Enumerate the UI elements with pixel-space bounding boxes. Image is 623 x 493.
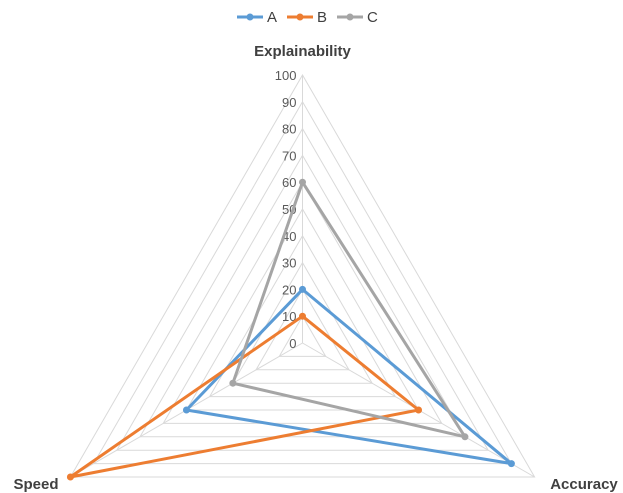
grid-ring	[115, 127, 490, 451]
series-point-A	[299, 285, 306, 293]
grid-ring	[69, 73, 536, 478]
tick-label: 30	[282, 256, 296, 271]
series-point-C	[229, 379, 237, 387]
tick-label: 20	[282, 282, 296, 297]
grid-ring	[92, 100, 513, 465]
axis-label-speed: Speed	[13, 476, 58, 493]
series-group	[66, 178, 515, 481]
tick-label: 70	[282, 148, 296, 163]
axis-label-accuracy: Accuracy	[550, 476, 618, 493]
tick-label: 60	[282, 175, 296, 190]
legend-label-B: B	[317, 9, 327, 26]
grid-ring	[278, 315, 327, 357]
series-line-B	[68, 314, 421, 479]
series-point-C	[461, 433, 469, 441]
series-point-A	[182, 406, 190, 414]
series-point-C	[299, 178, 306, 186]
legend-marker-A	[246, 13, 254, 21]
radar-grid	[69, 73, 536, 478]
legend-label-C: C	[367, 9, 378, 26]
series-point-B	[66, 473, 74, 481]
grid-ring	[162, 181, 443, 424]
tick-label: 80	[282, 122, 296, 137]
grid-ring	[185, 207, 420, 411]
grid-ring	[255, 288, 350, 371]
series-line-C	[231, 180, 467, 439]
legend-marker-B	[296, 13, 304, 21]
series-point-B	[299, 312, 306, 320]
legend-label-A: A	[267, 9, 277, 26]
tick-label: 10	[282, 309, 296, 324]
grid-ring	[232, 261, 373, 384]
tick-label: 90	[282, 95, 296, 110]
legend: A B C	[237, 9, 378, 26]
tick-label: 0	[289, 336, 296, 351]
axis-labels: Explainability Accuracy Speed	[13, 43, 618, 493]
series-point-B	[415, 406, 423, 414]
tick-label: 100	[275, 68, 297, 83]
grid-ring	[139, 154, 466, 438]
axis-label-explainability: Explainability	[254, 43, 351, 60]
series-point-A	[507, 460, 515, 468]
legend-marker-C	[346, 13, 354, 21]
